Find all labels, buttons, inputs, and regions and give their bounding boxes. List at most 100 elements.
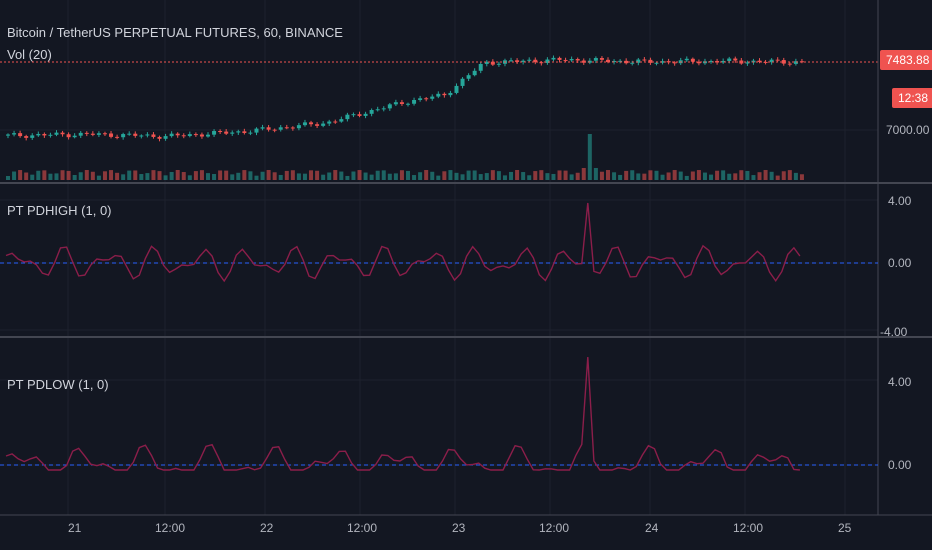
- volume-bar: [660, 174, 665, 180]
- time-tick: 22: [260, 521, 274, 535]
- volume-bar: [387, 173, 392, 180]
- candle-body: [163, 136, 168, 139]
- volume-bar: [151, 170, 156, 180]
- candle-body: [36, 133, 41, 136]
- candle-body: [351, 114, 356, 116]
- volume-bar: [563, 170, 568, 180]
- volume-bar: [84, 170, 89, 180]
- candle-body: [496, 63, 501, 65]
- volume-bar: [612, 172, 617, 180]
- time-tick: 24: [645, 521, 659, 535]
- candle-body: [18, 133, 23, 137]
- volume-bar: [175, 170, 180, 180]
- volume-bar: [751, 175, 756, 180]
- candle-body: [581, 60, 586, 63]
- last-price-badge: 7483.88: [880, 50, 932, 70]
- pdhigh-series-line: [5, 202, 801, 283]
- volume-bar: [199, 170, 204, 180]
- pdlow-legend[interactable]: PT PDLOW (1, 0): [7, 377, 109, 392]
- candle-body: [90, 133, 95, 135]
- volume-bar: [733, 173, 738, 180]
- volume-bar: [709, 174, 714, 180]
- volume-bar: [54, 173, 59, 180]
- volume-bar: [66, 170, 71, 180]
- volume-bar: [587, 134, 592, 180]
- volume-bar: [702, 172, 707, 180]
- volume-bar: [418, 172, 423, 180]
- volume-bar: [715, 170, 720, 180]
- candle-body: [127, 133, 132, 135]
- candle-body: [102, 133, 107, 135]
- candle-body: [315, 124, 320, 126]
- candle-body: [363, 113, 368, 116]
- volume-legend[interactable]: Vol (20): [7, 47, 52, 62]
- volume-bar: [163, 175, 168, 180]
- candle-body: [290, 127, 295, 129]
- candle-body: [563, 59, 568, 61]
- time-tick: 21: [68, 521, 82, 535]
- volume-bar: [266, 170, 271, 180]
- volume-bar: [206, 173, 210, 180]
- candle-body: [672, 62, 677, 64]
- volume-bar: [727, 173, 732, 180]
- pdhigh-legend[interactable]: PT PDHIGH (1, 0): [7, 203, 112, 218]
- volume-bar: [502, 175, 507, 180]
- volume-bar: [60, 170, 65, 180]
- volume-bar: [302, 173, 307, 180]
- volume-bar: [509, 171, 514, 180]
- volume-bar: [460, 174, 465, 180]
- candle-body: [630, 62, 635, 64]
- candle-body: [175, 133, 180, 136]
- candle-body: [357, 114, 362, 116]
- candle-body: [133, 133, 138, 136]
- volume-bar: [690, 171, 695, 180]
- candle-body: [684, 58, 689, 61]
- candle-body: [224, 131, 229, 134]
- candle-body: [745, 62, 750, 64]
- candle-body: [169, 133, 174, 137]
- candle-body: [545, 59, 550, 63]
- candle-body: [478, 63, 483, 71]
- volume-bar: [678, 171, 683, 180]
- volume-bar: [672, 170, 677, 180]
- volume-bar: [484, 173, 489, 180]
- candle-body: [151, 134, 156, 137]
- candle-body: [24, 136, 29, 138]
- volume-bar: [290, 170, 295, 180]
- volume-bar: [139, 174, 144, 180]
- volume-bar: [36, 170, 41, 180]
- volume-bar: [539, 170, 544, 180]
- volume-bar: [248, 171, 253, 180]
- candle-body: [690, 58, 695, 62]
- candle-body: [375, 109, 380, 111]
- candle-body: [575, 58, 580, 61]
- volume-bar: [6, 176, 10, 180]
- candle-body: [212, 131, 217, 135]
- volume-bar: [569, 174, 574, 180]
- candle-body: [30, 135, 35, 138]
- candle-body: [193, 134, 198, 136]
- candle-body: [781, 60, 786, 64]
- candle-body: [412, 99, 417, 104]
- volume-bar: [490, 170, 495, 180]
- time-tick: 12:00: [539, 521, 569, 535]
- volume-bar: [369, 174, 374, 180]
- volume-bar: [654, 170, 659, 180]
- pdhigh-tick: -4.00: [880, 325, 908, 339]
- price-tick: 7000.00: [886, 123, 930, 137]
- candle-body: [260, 127, 265, 129]
- volume-bar: [618, 174, 623, 180]
- candle-body: [96, 133, 101, 135]
- candle-body: [454, 85, 459, 93]
- volume-bar: [224, 170, 229, 180]
- candle-body: [199, 134, 204, 137]
- volume-bar: [745, 170, 750, 180]
- candle-body: [618, 60, 623, 62]
- volume-bar: [630, 170, 635, 180]
- pdlow-tick: 4.00: [888, 375, 912, 389]
- symbol-title[interactable]: Bitcoin / TetherUS PERPETUAL FUTURES, 60…: [7, 25, 343, 40]
- candle-body: [12, 133, 17, 135]
- volume-bar: [412, 175, 417, 180]
- volume-bar: [24, 172, 29, 180]
